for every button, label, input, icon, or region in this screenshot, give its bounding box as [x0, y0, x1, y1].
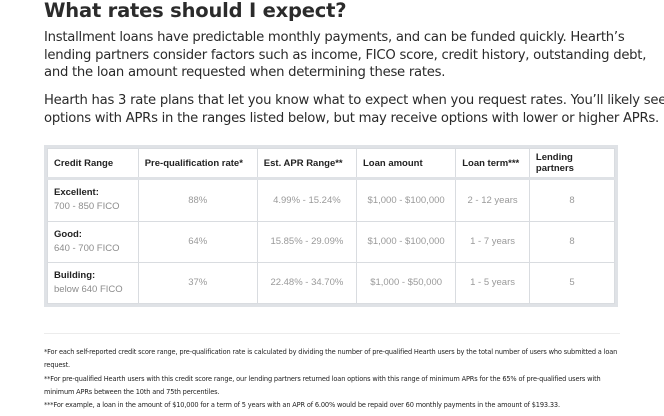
intro-line: Installment loans have predictable month…: [44, 30, 625, 45]
table-row: Good: 640 - 700 FICO 64% 15.85% - 29.09%…: [47, 220, 616, 263]
footnote-prequal: *For each self-reported credit score ran…: [44, 348, 618, 370]
col-header-credit-range: Credit Range: [47, 148, 139, 180]
col-header-prequal-rate: Pre-qualification rate*: [137, 148, 258, 180]
section-divider: [44, 333, 620, 334]
credit-tier-label: Good:: [54, 228, 82, 240]
lending-partners-cell: 5: [528, 261, 616, 305]
loan-amount-cell: $1,000 - $100,000: [355, 220, 457, 263]
lending-partners-cell: 8: [528, 178, 616, 222]
table-row: Building: below 640 FICO 37% 22.48% - 34…: [47, 261, 616, 305]
fico-range: 700 - 850 FICO: [54, 201, 120, 213]
loan-term-cell: 1 - 7 years: [455, 220, 530, 263]
fico-range: 640 - 700 FICO: [54, 242, 120, 254]
rate-plans-line: options with APRs in the ranges listed b…: [44, 110, 659, 126]
lending-partners-cell: 8: [528, 220, 616, 263]
loan-amount-cell: $1,000 - $50,000: [355, 261, 457, 305]
rate-plans-line: Hearth has 3 rate plans that let you kno…: [44, 93, 664, 108]
table-row: Excellent: 700 - 850 FICO 88% 4.99% - 15…: [47, 178, 616, 222]
intro-line: lending partners consider factors such a…: [44, 47, 647, 63]
col-header-loan-term: Loan term***: [455, 148, 530, 180]
footnote-loan-term: ***For example, a loan in the amount of …: [44, 401, 560, 410]
col-header-apr-range: Est. APR Range**: [256, 148, 358, 180]
credit-tier-label: Building:: [54, 269, 96, 281]
intro-line: and the loan amount requested when deter…: [44, 65, 446, 81]
apr-range-cell: 4.99% - 15.24%: [256, 178, 358, 222]
credit-range-cell: Building: below 640 FICO: [47, 261, 139, 305]
footnotes: *For each self-reported credit score ran…: [44, 346, 624, 412]
credit-range-cell: Good: 640 - 700 FICO: [47, 220, 139, 263]
loan-term-cell: 2 - 12 years: [455, 178, 530, 222]
loan-term-cell: 1 - 5 years: [455, 261, 530, 305]
prequal-rate-cell: 88%: [137, 178, 258, 222]
prequal-rate-cell: 37%: [137, 261, 258, 305]
intro-paragraph: Installment loans have predictable month…: [44, 29, 646, 82]
rate-plans-paragraph: Hearth has 3 rate plans that let you kno…: [44, 92, 664, 127]
page-title: What rates should I expect?: [44, 0, 347, 22]
rates-table: Credit Range Pre-qualification rate* Est…: [47, 148, 616, 305]
apr-range-cell: 15.85% - 29.09%: [256, 220, 358, 263]
fico-range: below 640 FICO: [54, 283, 123, 295]
apr-range-cell: 22.48% - 34.70%: [256, 261, 358, 305]
credit-range-cell: Excellent: 700 - 850 FICO: [47, 178, 139, 222]
rates-table-container: Credit Range Pre-qualification rate* Est…: [44, 145, 618, 307]
col-header-loan-amount: Loan amount: [355, 148, 457, 180]
footnote-apr: **For pre-qualified Hearth users with th…: [44, 374, 601, 396]
prequal-rate-cell: 64%: [137, 220, 258, 263]
col-header-lending-partners: Lending partners: [528, 148, 616, 180]
credit-tier-label: Excellent:: [54, 187, 99, 199]
loan-amount-cell: $1,000 - $100,000: [355, 178, 457, 222]
table-header-row: Credit Range Pre-qualification rate* Est…: [47, 148, 616, 180]
